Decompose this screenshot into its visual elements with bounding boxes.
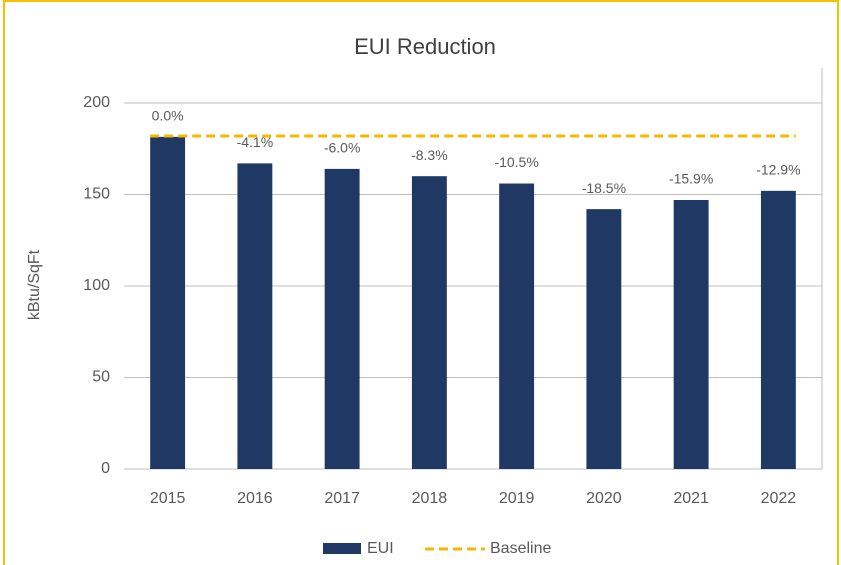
chart-title: EUI Reduction bbox=[354, 34, 496, 59]
bar bbox=[586, 209, 622, 469]
legend-swatch bbox=[323, 543, 361, 554]
bar bbox=[150, 136, 186, 470]
x-tick-label: 2018 bbox=[412, 490, 448, 507]
x-tick-label: 2017 bbox=[324, 490, 360, 507]
y-tick-label: 150 bbox=[83, 186, 110, 203]
x-tick-label: 2020 bbox=[586, 490, 622, 507]
bar bbox=[499, 183, 535, 469]
data-label: 0.0% bbox=[152, 108, 184, 124]
y-tick-label: 100 bbox=[83, 277, 110, 294]
frame bbox=[3, 0, 839, 565]
y-tick-label: 50 bbox=[92, 369, 110, 386]
data-label: -8.3% bbox=[411, 147, 448, 163]
data-label: -15.9% bbox=[669, 171, 713, 187]
data-label: -10.5% bbox=[494, 154, 538, 170]
y-axis-label: kBtu/SqFt bbox=[26, 249, 43, 320]
x-tick-label: 2015 bbox=[150, 490, 186, 507]
legend-label: EUI bbox=[367, 540, 394, 557]
x-tick-label: 2016 bbox=[237, 490, 273, 507]
data-label: -18.5% bbox=[582, 180, 626, 196]
y-tick-label: 0 bbox=[101, 460, 110, 477]
bar bbox=[760, 190, 796, 469]
x-tick-label: 2022 bbox=[761, 490, 797, 507]
data-label: -6.0% bbox=[324, 140, 361, 156]
data-label: -12.9% bbox=[756, 162, 800, 178]
bar bbox=[673, 199, 709, 470]
x-tick-label: 2021 bbox=[673, 490, 709, 507]
bar bbox=[237, 163, 273, 469]
y-tick-label: 200 bbox=[83, 94, 110, 111]
bar bbox=[324, 168, 360, 469]
bar bbox=[411, 176, 447, 469]
legend-label: Baseline bbox=[490, 540, 551, 557]
data-label: -4.1% bbox=[237, 134, 274, 150]
x-tick-label: 2019 bbox=[499, 490, 535, 507]
